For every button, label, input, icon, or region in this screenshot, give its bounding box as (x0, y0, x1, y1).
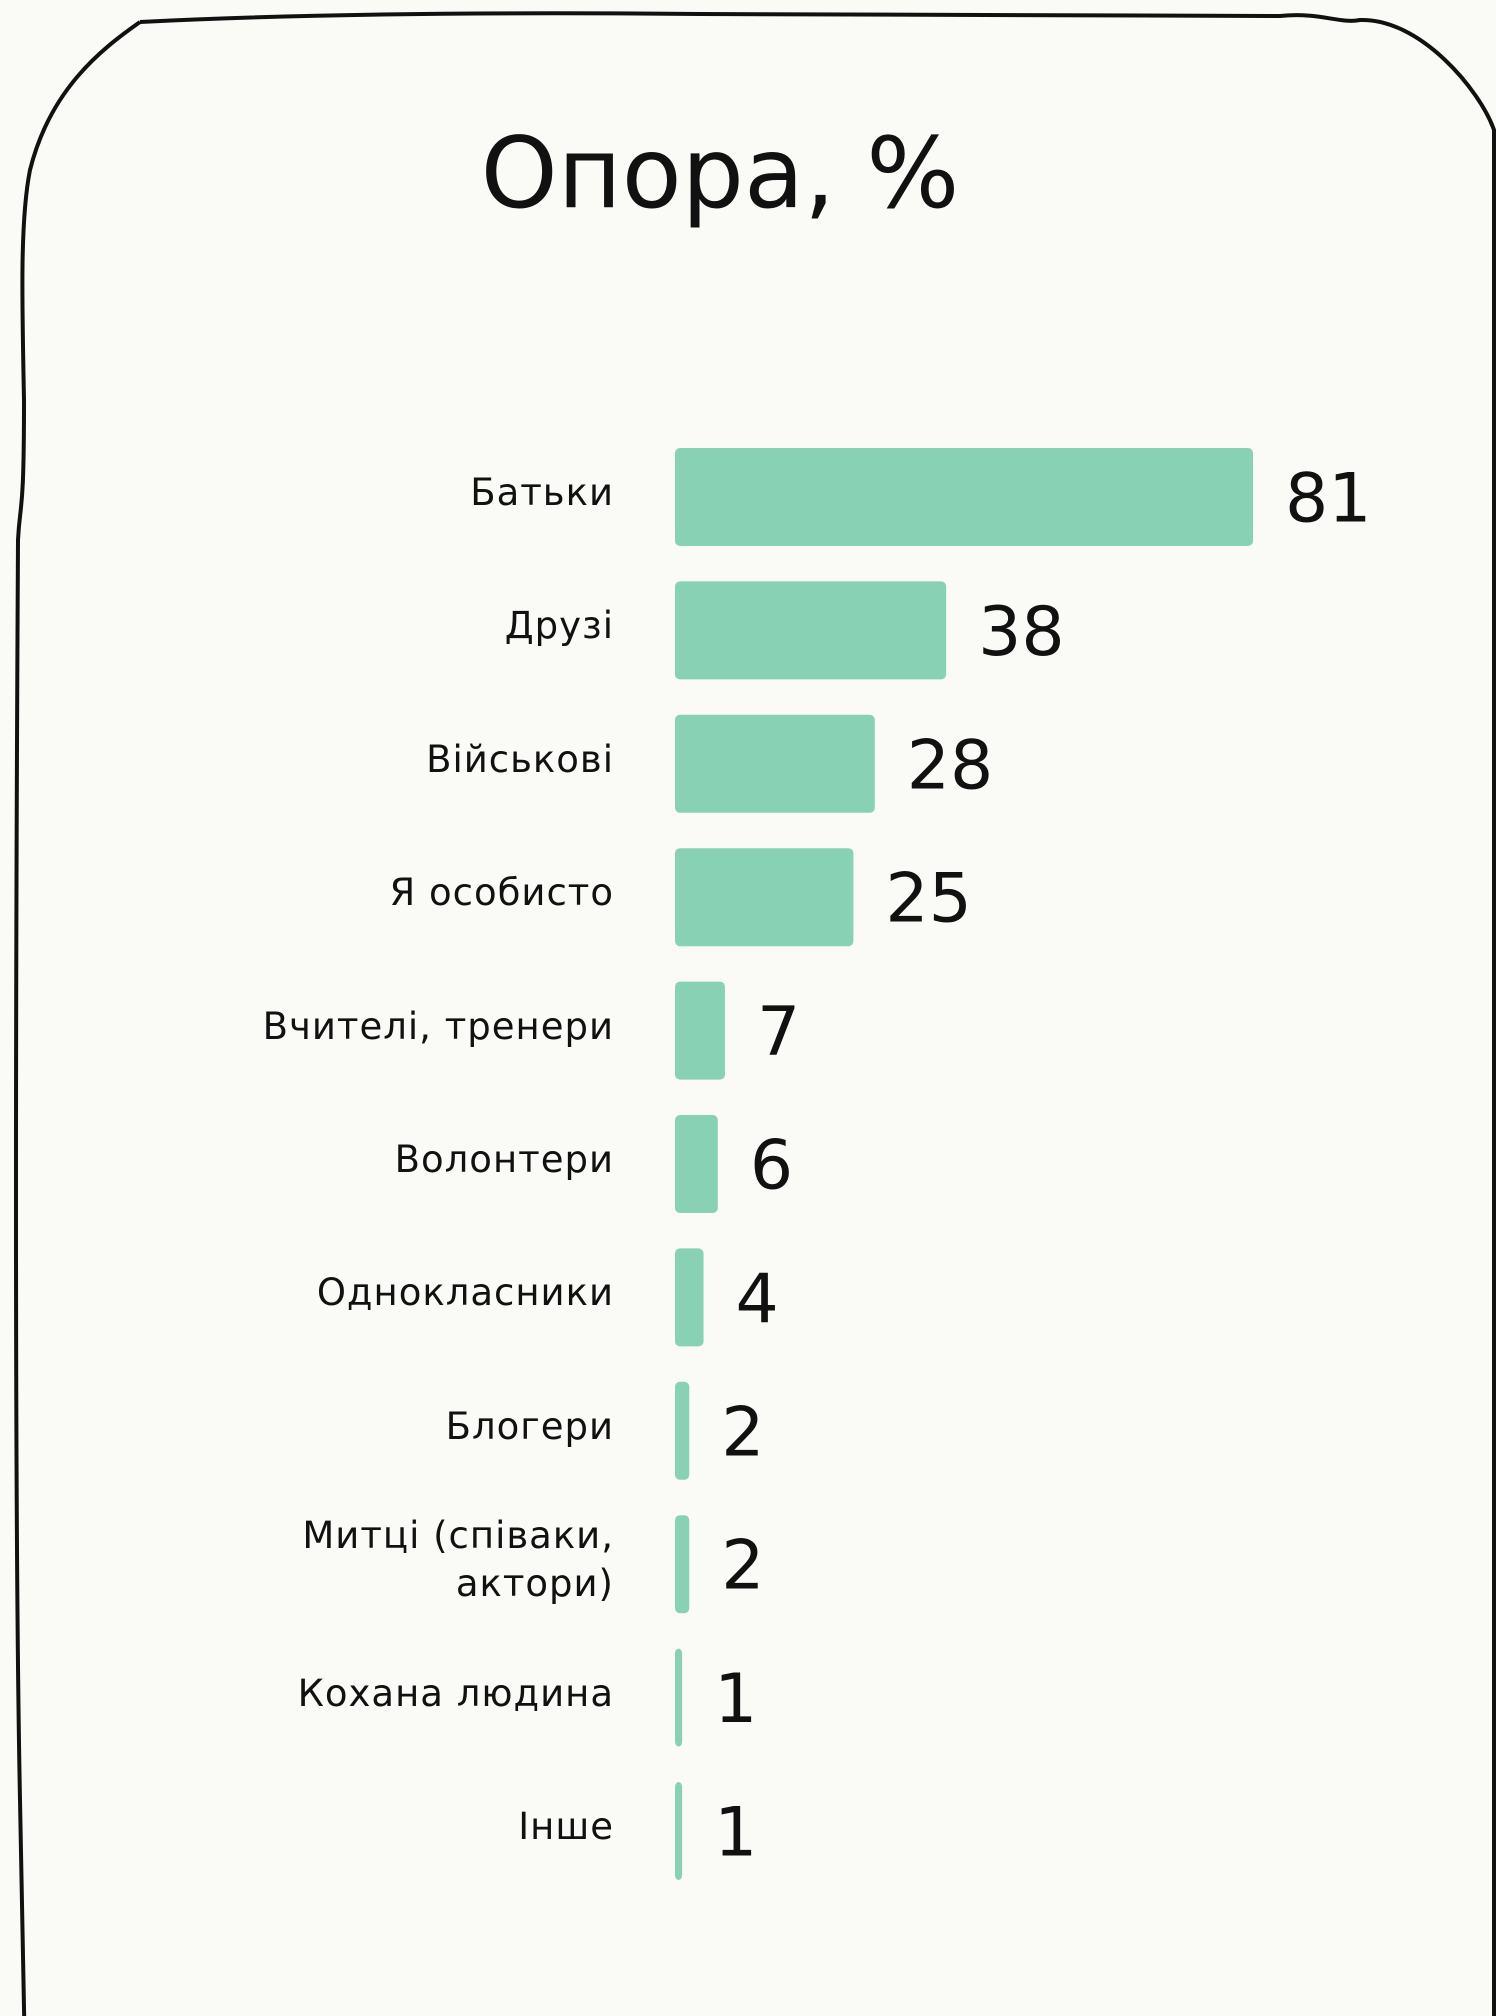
bar (675, 1648, 683, 1747)
value-label: 1 (714, 1794, 757, 1873)
value-label: 4 (736, 1260, 779, 1339)
value-label: 1 (714, 1660, 757, 1739)
bar (675, 1115, 718, 1213)
category-label: Однокласники (316, 1271, 614, 1315)
category-label: Митці (співаки, актори) (302, 1514, 614, 1606)
bar (675, 848, 854, 947)
category-label: Вчителі, тренери (262, 1004, 614, 1048)
frame (14, 11, 1496, 2016)
chart-title: Опора, % (481, 117, 960, 231)
value-label: 6 (750, 1127, 793, 1206)
category-label: Інше (518, 1805, 614, 1848)
value-label: 28 (907, 726, 994, 805)
bar (675, 581, 947, 680)
category-label: Блогери (445, 1404, 614, 1448)
value-label: 38 (978, 593, 1065, 672)
bar (675, 1782, 683, 1880)
bar (675, 714, 875, 813)
bar (675, 981, 725, 1080)
value-label: 7 (757, 993, 800, 1072)
category-label: Друзі (504, 604, 614, 648)
bar (675, 1381, 690, 1480)
value-label: 2 (721, 1527, 764, 1606)
category-label: Я особисто (389, 871, 614, 915)
bar (675, 1248, 704, 1347)
value-label: 81 (1285, 460, 1372, 539)
category-label: Волонтери (394, 1138, 614, 1181)
category-label: Батьки (470, 471, 614, 514)
bar (675, 448, 1253, 546)
value-label: 2 (721, 1393, 764, 1472)
category-label: Військові (426, 737, 614, 781)
value-label: 25 (885, 860, 972, 939)
bar (675, 1515, 690, 1614)
category-label: Кохана людина (297, 1671, 614, 1715)
